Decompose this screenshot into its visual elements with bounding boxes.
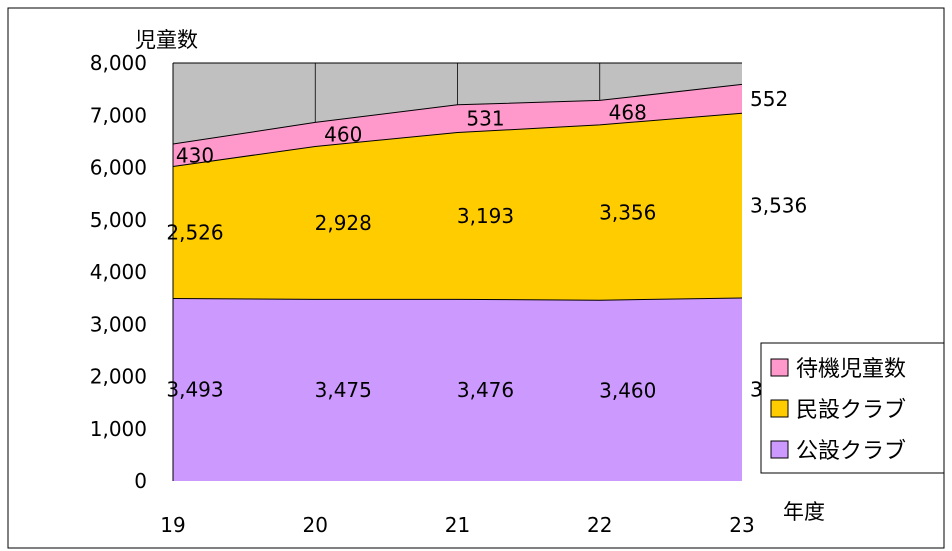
y-tick-label: 7,000	[90, 103, 147, 127]
legend-swatch	[770, 399, 789, 418]
legend-label: 待機児童数	[796, 357, 906, 382]
data-label: 430	[176, 143, 214, 167]
y-axis: 0 1,000 2,000 3,000 4,000 5,000 6,000 7,000 8,00…	[90, 51, 147, 493]
x-tick-label: 19	[160, 513, 185, 537]
series-top-line-1	[172, 112, 743, 168]
area-series-0	[173, 297, 742, 481]
x-axis: 19 20 21 22 23	[160, 513, 754, 537]
data-label: 3,475	[315, 378, 372, 402]
data-label: 3,476	[457, 378, 514, 402]
data-label: 468	[609, 101, 647, 125]
areas	[173, 84, 742, 481]
series-top-line-0	[172, 297, 743, 301]
y-axis-title: 児童数	[135, 28, 198, 52]
data-label: 3,356	[599, 201, 656, 225]
legend-label: 民設クラブ	[796, 398, 906, 423]
data-label: 531	[466, 107, 504, 131]
y-tick-label: 6,000	[90, 156, 147, 180]
y-tick-label: 0	[134, 469, 147, 493]
x-tick-label: 20	[303, 513, 328, 537]
data-label: 3,493	[166, 378, 223, 402]
legend-box	[760, 342, 945, 474]
area-series-1	[173, 113, 742, 301]
boundary-lines	[172, 83, 743, 301]
legend-label: 公設クラブ	[796, 439, 906, 464]
series-top-line-2	[172, 83, 743, 145]
data-label: 2,526	[166, 220, 223, 244]
data-label: 2,928	[315, 211, 372, 235]
data-labels: 3,4933,4753,4763,4603,5032,5262,9283,193…	[166, 87, 807, 403]
y-tick-label: 1,000	[90, 417, 147, 441]
data-label: 3,193	[457, 204, 514, 228]
legend-swatch	[770, 440, 789, 459]
data-label: 3,460	[599, 379, 656, 403]
data-label: 552	[750, 87, 788, 111]
y-tick-label: 2,000	[90, 365, 147, 389]
data-label: 460	[324, 122, 362, 146]
y-tick-label: 5,000	[90, 208, 147, 232]
y-tick-label: 3,000	[90, 312, 147, 336]
data-label: 3,536	[750, 194, 807, 218]
x-tick-label: 22	[587, 513, 612, 537]
legend-swatch	[770, 358, 789, 377]
x-tick-label: 21	[445, 513, 470, 537]
y-tick-label: 8,000	[90, 51, 147, 75]
x-tick-label: 23	[729, 513, 754, 537]
x-axis-title: 年度	[783, 500, 825, 524]
y-tick-label: 4,000	[90, 260, 147, 284]
